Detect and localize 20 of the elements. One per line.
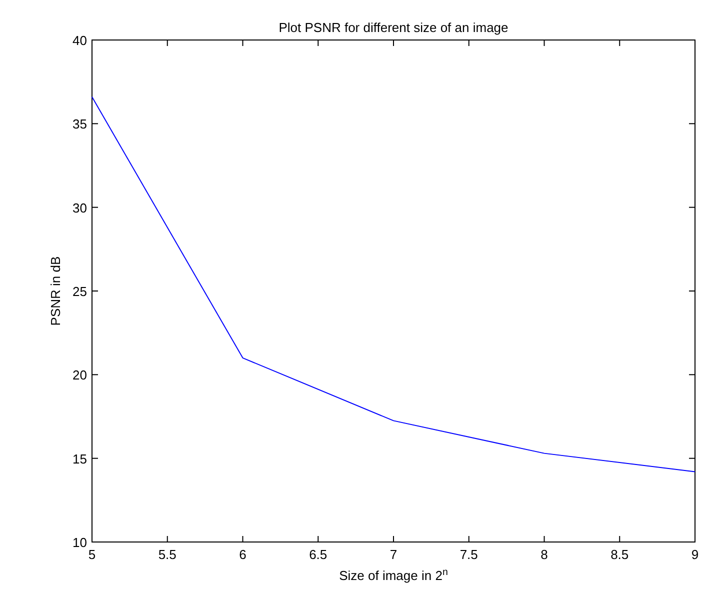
y-tick-label: 30: [72, 200, 87, 216]
x-tick-label: 5: [88, 547, 96, 562]
x-tick-label: 8.5: [610, 547, 629, 562]
x-tick-label: 7: [390, 547, 398, 562]
y-axis-title: PSNR in dB: [48, 256, 63, 326]
y-tick-label: 10: [72, 535, 87, 550]
y-tick-label: 35: [72, 116, 87, 132]
y-tick-label: 25: [72, 284, 87, 299]
x-tick-label: 9: [691, 547, 699, 562]
x-axis-title: Size of image in 2$^{n}$: [339, 566, 448, 583]
x-tick-label: 5.5: [158, 547, 176, 562]
x-tick-label: 8: [540, 547, 548, 562]
x-tick-label: 7.5: [460, 547, 478, 562]
chart-title: Plot PSNR for different size of an image: [278, 20, 508, 35]
x-tick-label: 6: [239, 547, 246, 562]
line-series: [92, 96, 696, 472]
y-tick-label: 40: [72, 33, 87, 48]
x-tick-label: 6.5: [309, 547, 328, 562]
y-tick-label: 20: [72, 368, 87, 383]
y-tick-label: 15: [72, 451, 87, 466]
